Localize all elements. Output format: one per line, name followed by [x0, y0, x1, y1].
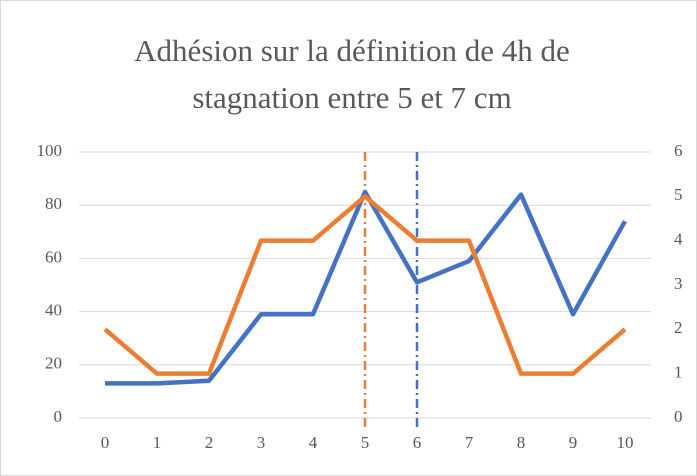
- y-tick-label: 80: [45, 194, 62, 213]
- x-tick-label: 2: [205, 433, 214, 452]
- x-tick-label: 10: [617, 433, 634, 452]
- x-tick-label: 3: [257, 433, 266, 452]
- y2-tick-label: 1: [674, 363, 683, 382]
- y-tick-label: 20: [45, 354, 62, 373]
- y-tick-label: 100: [37, 141, 63, 160]
- x-tick-label: 0: [101, 433, 110, 452]
- x-tick-label: 1: [153, 433, 162, 452]
- y2-tick-label: 5: [674, 185, 683, 204]
- chart-title: stagnation entre 5 et 7 cm: [192, 80, 511, 115]
- chart-title: Adhésion sur la définition de 4h de: [134, 33, 570, 68]
- x-tick-label: 5: [361, 433, 370, 452]
- data-line: [105, 189, 627, 386]
- x-tick-label: 4: [309, 433, 318, 452]
- y-tick-label: 60: [45, 247, 62, 266]
- y-tick-label: 0: [54, 407, 63, 426]
- data-line: [103, 194, 627, 376]
- y2-tick-label: 2: [674, 318, 683, 337]
- x-tick-label: 6: [413, 433, 422, 452]
- x-tick-label: 7: [465, 433, 474, 452]
- y2-tick-label: 4: [674, 230, 683, 249]
- y2-tick-label: 3: [674, 274, 683, 293]
- x-tick-label: 8: [517, 433, 526, 452]
- x-tick-label: 9: [569, 433, 578, 452]
- y2-tick-label: 6: [674, 141, 683, 160]
- y-tick-label: 40: [45, 301, 62, 320]
- y2-tick-label: 0: [674, 407, 683, 426]
